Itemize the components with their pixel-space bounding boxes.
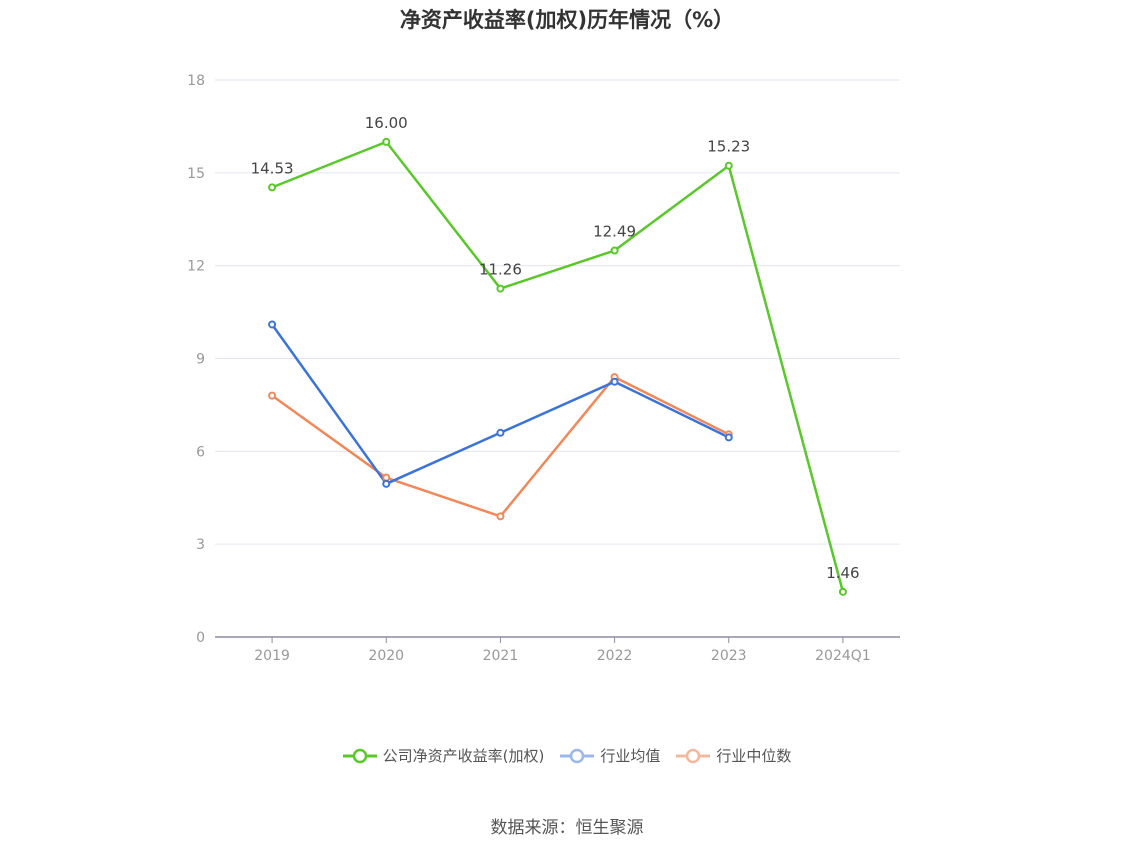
y-tick-label: 15 xyxy=(187,166,205,182)
data-point xyxy=(268,183,277,192)
data-point xyxy=(268,320,277,329)
data-point xyxy=(382,473,391,482)
data-label: 12.49 xyxy=(593,223,636,241)
series-line xyxy=(271,323,730,486)
y-tick-label: 3 xyxy=(196,537,205,553)
data-point xyxy=(496,428,505,437)
legend-swatch-industry-median xyxy=(676,748,711,763)
data-point xyxy=(724,433,733,442)
y-tick-label: 18 xyxy=(187,73,205,89)
data-point xyxy=(496,512,505,521)
data-point xyxy=(838,587,847,596)
data-point xyxy=(610,246,619,255)
data-point xyxy=(610,377,619,386)
data-point xyxy=(268,391,277,400)
x-tick-label: 2020 xyxy=(368,648,404,664)
legend-item-industry-median[interactable]: 行业中位数 xyxy=(676,745,791,766)
data-point xyxy=(382,479,391,488)
y-tick-label: 0 xyxy=(196,630,205,646)
data-point xyxy=(496,284,505,293)
y-tick-label: 9 xyxy=(196,352,205,368)
data-point xyxy=(382,137,391,146)
x-tick-label: 2024Q1 xyxy=(815,648,871,664)
chart-title: 净资产收益率(加权)历年情况（%） xyxy=(399,8,735,32)
series-line xyxy=(271,375,730,518)
legend-item-company-roe[interactable]: 公司净资产收益率(加权) xyxy=(342,745,545,766)
legend-label-company-roe: 公司净资产收益率(加权) xyxy=(382,747,545,765)
data-label: 15.23 xyxy=(707,138,750,156)
data-label: 11.26 xyxy=(479,261,522,279)
x-tick-label: 2019 xyxy=(254,648,290,664)
legend-item-industry-mean[interactable]: 行业均值 xyxy=(560,745,660,766)
data-label: 1.46 xyxy=(826,564,859,582)
y-tick-label: 6 xyxy=(196,444,205,460)
data-point xyxy=(724,161,733,170)
x-tick-label: 2023 xyxy=(711,648,747,664)
legend-label-industry-mean: 行业均值 xyxy=(600,747,661,765)
data-source: 数据来源：恒生聚源 xyxy=(490,818,644,838)
data-label: 16.00 xyxy=(365,114,408,132)
x-tick-label: 2022 xyxy=(597,648,633,664)
legend-swatch-industry-mean xyxy=(560,748,595,763)
x-tick-label: 2021 xyxy=(483,648,519,664)
series-line xyxy=(271,140,845,593)
legend-swatch-company-roe xyxy=(342,748,377,763)
y-tick-label: 12 xyxy=(187,259,205,275)
legend-label-industry-median: 行业中位数 xyxy=(716,747,792,765)
chart-legend: 公司净资产收益率(加权) 行业均值 行业中位数 xyxy=(0,745,1134,766)
data-label: 14.53 xyxy=(251,159,294,177)
